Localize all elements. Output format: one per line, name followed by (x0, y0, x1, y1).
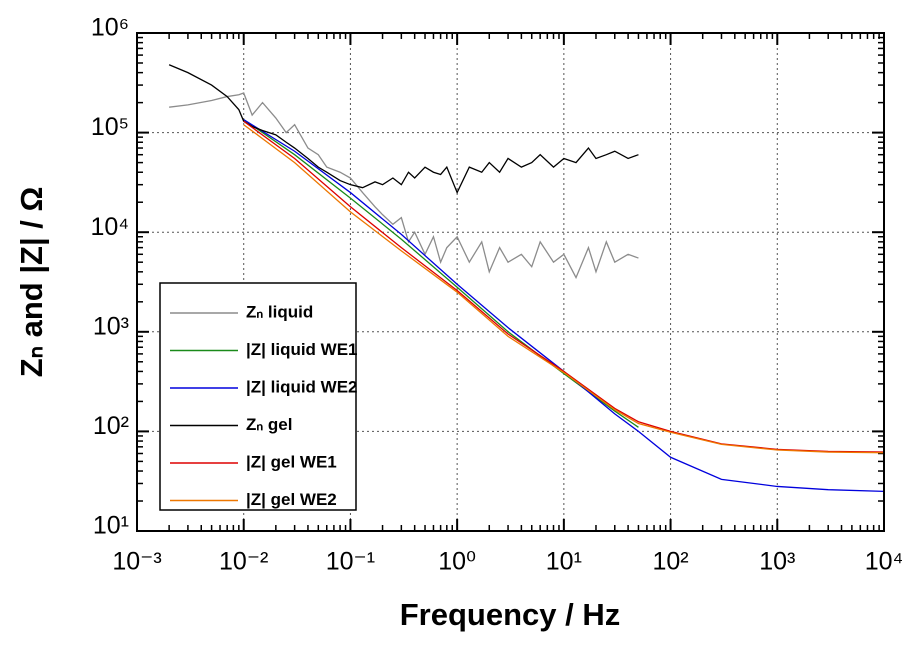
legend-label: Zₙ liquid (246, 302, 313, 321)
legend-label: |Z| gel WE2 (246, 490, 337, 509)
x-tick-label: 10⁻¹ (326, 548, 375, 576)
legend-label: Zₙ gel (246, 415, 292, 434)
y-tick-label: 10⁶ (91, 14, 129, 42)
legend-label: |Z| liquid WE1 (246, 340, 358, 359)
legend-label: |Z| liquid WE2 (246, 377, 358, 396)
x-tick-label: 10⁻² (219, 548, 268, 576)
series-line (243, 124, 884, 454)
y-tick-label: 10⁵ (91, 113, 129, 141)
x-tick-label: 10³ (759, 548, 795, 576)
legend-label: |Z| gel WE1 (246, 452, 337, 471)
x-tick-label: 10¹ (546, 548, 582, 576)
y-axis-label: Zₙ and |Z| / Ω (14, 187, 49, 378)
x-tick-label: 10⁴ (865, 548, 904, 576)
x-tick-label: 10⁻³ (112, 548, 161, 576)
plot-frame (136, 32, 885, 532)
y-tick-label: 10⁴ (90, 213, 129, 241)
series-line (168, 64, 639, 195)
x-tick-label: 10⁰ (438, 548, 476, 576)
y-tick-label: 10³ (93, 312, 129, 340)
x-axis-label: Frequency / Hz (400, 597, 621, 632)
x-tick-label: 10² (653, 548, 689, 576)
series-line (243, 119, 639, 428)
series-line (243, 119, 884, 493)
series-line (169, 92, 639, 280)
y-tick-label: 10² (93, 412, 129, 440)
legend-box (159, 282, 357, 511)
y-tick-label: 10¹ (93, 512, 129, 540)
